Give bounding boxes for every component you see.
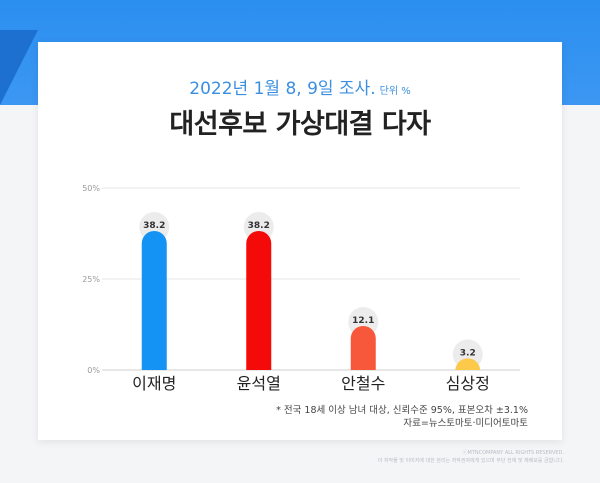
category-label: 심상정 xyxy=(446,374,490,393)
bar-value-label: 38.2 xyxy=(248,221,270,231)
copyright-line-2: 이 저작물 및 이미지에 대한 권리는 저작권자에게 있으며 무단 전재 및 재… xyxy=(377,458,564,464)
bar-value-label: 38.2 xyxy=(143,221,165,231)
bar-chart: 0% 25% 50% 38.2 이재명 38.2 윤석열 12.1 안철수 3.2 심상정 xyxy=(82,184,520,393)
survey-date: 2022년 1월 8, 9일 조사. xyxy=(189,79,376,99)
chart-card: 2022년 1월 8, 9일 조사. 단위 % 대선후보 가상대결 다자 0% 25… xyxy=(38,42,562,440)
category-label: 이재명 xyxy=(132,374,176,393)
bar-value-label: 3.2 xyxy=(460,348,476,358)
bar-value-label: 12.1 xyxy=(352,316,374,326)
footnote: * 전국 18세 이상 남녀 대상, 신뢰수준 95%, 표본오차 ±3.1% … xyxy=(276,404,528,430)
footnote-survey-info: * 전국 18세 이상 남녀 대상, 신뢰수준 95%, 표본오차 ±3.1% xyxy=(276,405,528,416)
chart-title: 대선후보 가상대결 다자 xyxy=(169,109,431,140)
bar xyxy=(455,358,481,371)
category-label: 윤석열 xyxy=(237,374,281,393)
bar xyxy=(246,230,272,370)
bar xyxy=(141,230,167,370)
header-fold-decoration xyxy=(0,30,38,105)
bar xyxy=(350,325,376,370)
survey-date-line: 2022년 1월 8, 9일 조사. 단위 % xyxy=(38,74,562,99)
y-tick-label: 25% xyxy=(82,275,100,284)
footnote-source: 자료=뉴스토마토·미디어토마토 xyxy=(403,418,528,429)
unit-label: 단위 % xyxy=(379,86,411,97)
y-tick-label: 0% xyxy=(87,366,100,375)
y-tick-label: 50% xyxy=(82,184,100,193)
category-label: 안철수 xyxy=(341,374,385,393)
copyright: ⓒMTNCOMPANY ALL RIGHTS RESERVED. 이 저작물 및… xyxy=(378,449,564,465)
copyright-line-1: ⓒMTNCOMPANY ALL RIGHTS RESERVED. xyxy=(462,450,564,456)
